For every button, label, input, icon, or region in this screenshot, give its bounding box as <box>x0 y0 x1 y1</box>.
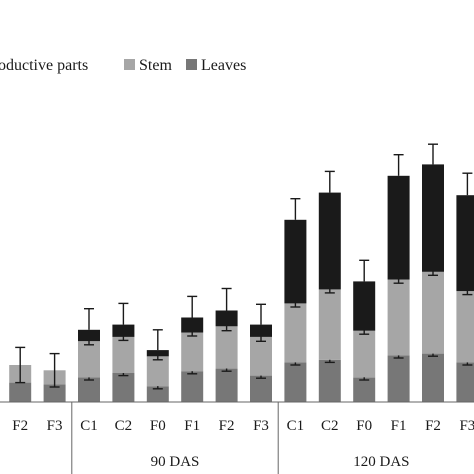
error-bar-oductive-parts-5 <box>187 295 198 318</box>
legend: oductive parts Stem Leaves <box>0 57 246 74</box>
legend-label-0: oductive parts <box>0 57 88 74</box>
error-bar-oductive-parts-7 <box>256 303 266 325</box>
error-bar-oductive-parts-12 <box>428 143 438 165</box>
error-bar-oductive-parts-2 <box>84 308 94 330</box>
bar-oductive-parts-3 <box>112 324 135 337</box>
tick-label-1: F3 <box>47 418 63 434</box>
bar-stem-5 <box>181 332 204 372</box>
tick-label-6: F2 <box>219 418 235 434</box>
bar-oductive-parts-2 <box>78 329 100 342</box>
bar-leaves-13 <box>456 362 474 402</box>
bar-oductive-parts-12 <box>422 164 444 272</box>
bar-stem-6 <box>215 326 238 369</box>
bars <box>9 143 474 402</box>
tick-label-7: F3 <box>253 418 269 434</box>
bar-stem-4 <box>146 356 169 387</box>
bar-oductive-parts-9 <box>318 192 341 290</box>
legend-swatch-2 <box>186 59 197 70</box>
error-bar-stem-0 <box>15 346 26 384</box>
bar-leaves-0 <box>9 382 32 402</box>
x-axis: F2 F3 C1 C2 F0 F1 F2 F3 C1 C2 F0 F1 F2 F3 90 DAS 120 DA… <box>0 401 474 474</box>
bar-oductive-parts-10 <box>353 281 376 331</box>
tick-label-9: C2 <box>321 418 339 434</box>
group-label-2: 120 DAS <box>353 454 409 470</box>
bar-leaves-6 <box>215 368 238 402</box>
error-bar-oductive-parts-8 <box>290 197 301 220</box>
bar-oductive-parts-11 <box>387 175 410 280</box>
bar-stem-11 <box>387 279 410 356</box>
bar-leaves-3 <box>112 373 135 402</box>
bar-oductive-parts-13 <box>456 195 474 292</box>
bar-oductive-parts-4 <box>146 350 169 357</box>
bar-leaves-11 <box>387 355 410 402</box>
bar-stem-10 <box>353 330 376 378</box>
bar-leaves-1 <box>43 384 66 402</box>
tick-label-13: F3 <box>459 418 474 434</box>
tick-label-8: C1 <box>287 418 305 434</box>
bar-leaves-12 <box>422 353 444 402</box>
bar-stem-9 <box>318 289 341 360</box>
bar-stem-12 <box>422 271 444 354</box>
bar-stem-8 <box>284 303 307 363</box>
legend-label-2: Leaves <box>201 57 246 74</box>
bar-oductive-parts-8 <box>284 219 307 304</box>
bar-oductive-parts-5 <box>181 317 204 333</box>
bar-leaves-2 <box>78 377 100 402</box>
bar-stem-2 <box>78 341 100 378</box>
bar-leaves-5 <box>181 371 204 402</box>
group-label-1: 90 DAS <box>151 454 200 470</box>
legend-label-1: Stem <box>139 57 172 74</box>
error-bar-oductive-parts-13 <box>462 172 473 196</box>
tick-label-12: F2 <box>425 418 441 434</box>
error-bar-oductive-parts-10 <box>359 259 370 282</box>
bar-oductive-parts-6 <box>215 310 238 327</box>
tick-label-5: F1 <box>184 418 200 434</box>
tick-label-11: F1 <box>391 418 407 434</box>
bar-leaves-8 <box>284 362 307 402</box>
error-bar-stem-1 <box>49 352 60 388</box>
bar-leaves-7 <box>250 375 272 402</box>
error-bar-oductive-parts-9 <box>324 170 335 193</box>
tick-label-4: F0 <box>150 418 166 434</box>
bar-stem-3 <box>112 336 135 373</box>
bar-leaves-10 <box>353 377 376 402</box>
tick-label-3: C2 <box>115 418 133 434</box>
bar-leaves-9 <box>318 359 341 402</box>
tick-label-2: C1 <box>80 418 98 434</box>
bar-oductive-parts-7 <box>250 324 272 337</box>
legend-swatch-1 <box>124 59 135 70</box>
error-bar-oductive-parts-11 <box>393 153 404 176</box>
error-bar-oductive-parts-4 <box>152 329 163 351</box>
bar-stem-7 <box>250 336 272 376</box>
error-bar-oductive-parts-6 <box>221 287 232 311</box>
bar-stem-13 <box>456 291 474 363</box>
tick-label-0: F2 <box>12 418 28 434</box>
bar-leaves-4 <box>146 386 169 402</box>
error-bar-oductive-parts-3 <box>118 302 129 325</box>
tick-label-10: F0 <box>356 418 372 434</box>
